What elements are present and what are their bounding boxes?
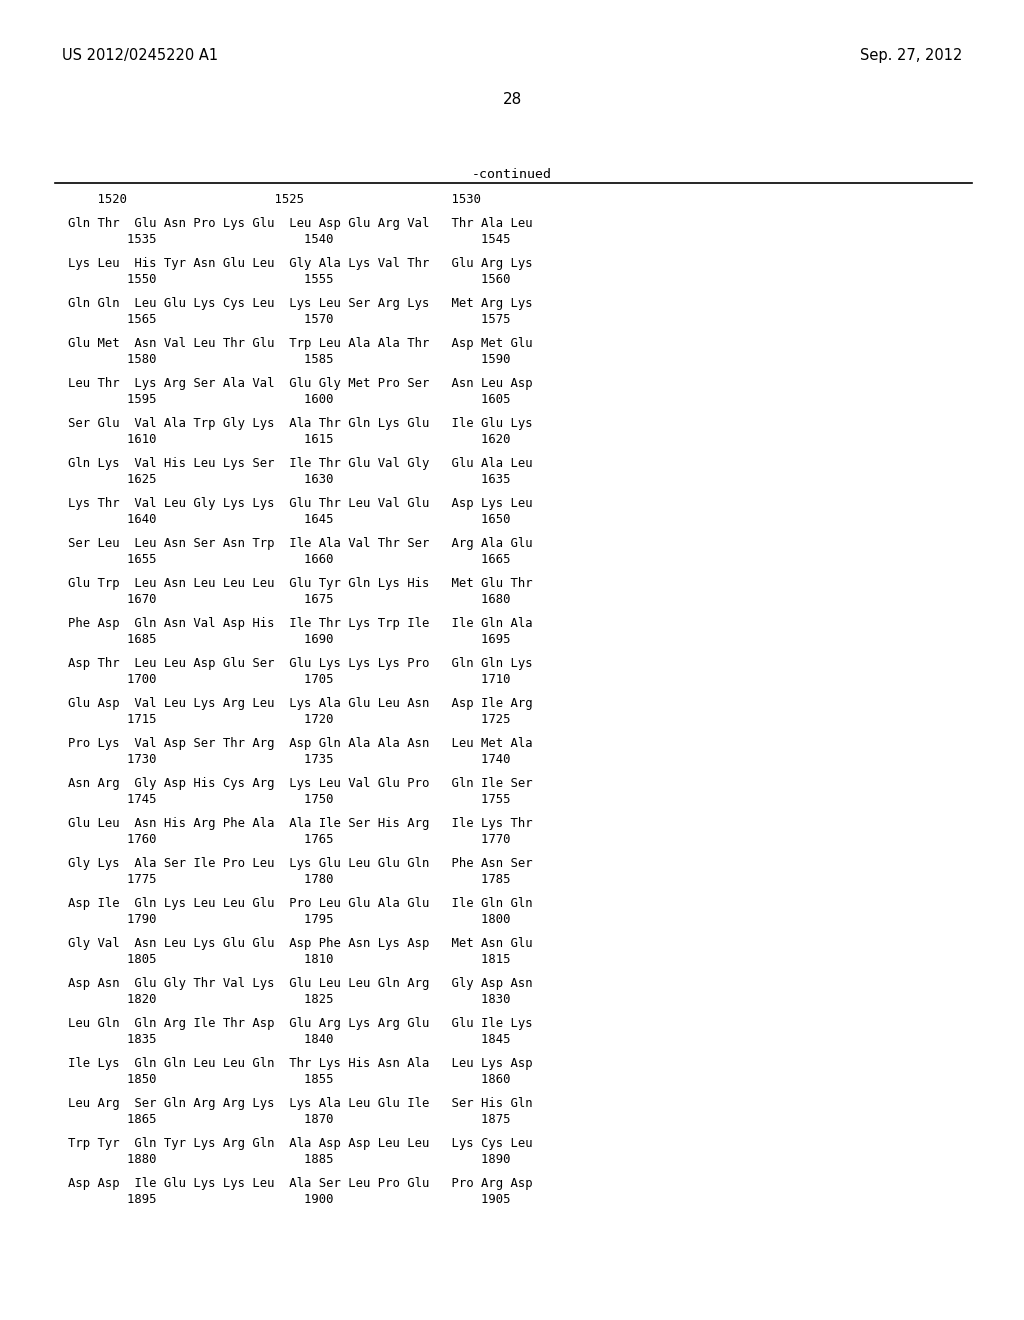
Text: Glu Met  Asn Val Leu Thr Glu  Trp Leu Ala Ala Thr   Asp Met Glu: Glu Met Asn Val Leu Thr Glu Trp Leu Ala … bbox=[68, 338, 532, 351]
Text: Trp Tyr  Gln Tyr Lys Arg Gln  Ala Asp Asp Leu Leu   Lys Cys Leu: Trp Tyr Gln Tyr Lys Arg Gln Ala Asp Asp … bbox=[68, 1138, 532, 1151]
Text: 1745                    1750                    1755: 1745 1750 1755 bbox=[68, 793, 511, 807]
Text: 1565                    1570                    1575: 1565 1570 1575 bbox=[68, 313, 511, 326]
Text: 1640                    1645                    1650: 1640 1645 1650 bbox=[68, 513, 511, 525]
Text: Leu Thr  Lys Arg Ser Ala Val  Glu Gly Met Pro Ser   Asn Leu Asp: Leu Thr Lys Arg Ser Ala Val Glu Gly Met … bbox=[68, 378, 532, 391]
Text: 1895                    1900                    1905: 1895 1900 1905 bbox=[68, 1193, 511, 1206]
Text: Leu Gln  Gln Arg Ile Thr Asp  Glu Arg Lys Arg Glu   Glu Ile Lys: Leu Gln Gln Arg Ile Thr Asp Glu Arg Lys … bbox=[68, 1018, 532, 1031]
Text: Phe Asp  Gln Asn Val Asp His  Ile Thr Lys Trp Ile   Ile Gln Ala: Phe Asp Gln Asn Val Asp His Ile Thr Lys … bbox=[68, 618, 532, 631]
Text: 1880                    1885                    1890: 1880 1885 1890 bbox=[68, 1152, 511, 1166]
Text: Sep. 27, 2012: Sep. 27, 2012 bbox=[859, 48, 962, 63]
Text: 1805                    1810                    1815: 1805 1810 1815 bbox=[68, 953, 511, 966]
Text: Ile Lys  Gln Gln Leu Leu Gln  Thr Lys His Asn Ala   Leu Lys Asp: Ile Lys Gln Gln Leu Leu Gln Thr Lys His … bbox=[68, 1057, 532, 1071]
Text: Lys Leu  His Tyr Asn Glu Leu  Gly Ala Lys Val Thr   Glu Arg Lys: Lys Leu His Tyr Asn Glu Leu Gly Ala Lys … bbox=[68, 257, 532, 271]
Text: 1715                    1720                    1725: 1715 1720 1725 bbox=[68, 713, 511, 726]
Text: Asp Asp  Ile Glu Lys Lys Leu  Ala Ser Leu Pro Glu   Pro Arg Asp: Asp Asp Ile Glu Lys Lys Leu Ala Ser Leu … bbox=[68, 1177, 532, 1191]
Text: 1865                    1870                    1875: 1865 1870 1875 bbox=[68, 1113, 511, 1126]
Text: Ser Glu  Val Ala Trp Gly Lys  Ala Thr Gln Lys Glu   Ile Glu Lys: Ser Glu Val Ala Trp Gly Lys Ala Thr Gln … bbox=[68, 417, 532, 430]
Text: 1730                    1735                    1740: 1730 1735 1740 bbox=[68, 752, 511, 766]
Text: Pro Lys  Val Asp Ser Thr Arg  Asp Gln Ala Ala Asn   Leu Met Ala: Pro Lys Val Asp Ser Thr Arg Asp Gln Ala … bbox=[68, 738, 532, 751]
Text: -continued: -continued bbox=[472, 168, 552, 181]
Text: 1850                    1855                    1860: 1850 1855 1860 bbox=[68, 1073, 511, 1086]
Text: 1790                    1795                    1800: 1790 1795 1800 bbox=[68, 913, 511, 927]
Text: 28: 28 bbox=[503, 92, 521, 107]
Text: 1670                    1675                    1680: 1670 1675 1680 bbox=[68, 593, 511, 606]
Text: Leu Arg  Ser Gln Arg Arg Lys  Lys Ala Leu Glu Ile   Ser His Gln: Leu Arg Ser Gln Arg Arg Lys Lys Ala Leu … bbox=[68, 1097, 532, 1110]
Text: Glu Trp  Leu Asn Leu Leu Leu  Glu Tyr Gln Lys His   Met Glu Thr: Glu Trp Leu Asn Leu Leu Leu Glu Tyr Gln … bbox=[68, 578, 532, 590]
Text: 1760                    1765                    1770: 1760 1765 1770 bbox=[68, 833, 511, 846]
Text: Ser Leu  Leu Asn Ser Asn Trp  Ile Ala Val Thr Ser   Arg Ala Glu: Ser Leu Leu Asn Ser Asn Trp Ile Ala Val … bbox=[68, 537, 532, 550]
Text: 1655                    1660                    1665: 1655 1660 1665 bbox=[68, 553, 511, 566]
Text: 1775                    1780                    1785: 1775 1780 1785 bbox=[68, 873, 511, 886]
Text: 1610                    1615                    1620: 1610 1615 1620 bbox=[68, 433, 511, 446]
Text: 1550                    1555                    1560: 1550 1555 1560 bbox=[68, 273, 511, 286]
Text: 1685                    1690                    1695: 1685 1690 1695 bbox=[68, 634, 511, 645]
Text: Gln Thr  Glu Asn Pro Lys Glu  Leu Asp Glu Arg Val   Thr Ala Leu: Gln Thr Glu Asn Pro Lys Glu Leu Asp Glu … bbox=[68, 218, 532, 231]
Text: Asn Arg  Gly Asp His Cys Arg  Lys Leu Val Glu Pro   Gln Ile Ser: Asn Arg Gly Asp His Cys Arg Lys Leu Val … bbox=[68, 777, 532, 791]
Text: US 2012/0245220 A1: US 2012/0245220 A1 bbox=[62, 48, 218, 63]
Text: Gly Val  Asn Leu Lys Glu Glu  Asp Phe Asn Lys Asp   Met Asn Glu: Gly Val Asn Leu Lys Glu Glu Asp Phe Asn … bbox=[68, 937, 532, 950]
Text: 1625                    1630                    1635: 1625 1630 1635 bbox=[68, 473, 511, 486]
Text: Glu Asp  Val Leu Lys Arg Leu  Lys Ala Glu Leu Asn   Asp Ile Arg: Glu Asp Val Leu Lys Arg Leu Lys Ala Glu … bbox=[68, 697, 532, 710]
Text: Gln Gln  Leu Glu Lys Cys Leu  Lys Leu Ser Arg Lys   Met Arg Lys: Gln Gln Leu Glu Lys Cys Leu Lys Leu Ser … bbox=[68, 297, 532, 310]
Text: Asp Asn  Glu Gly Thr Val Lys  Glu Leu Leu Gln Arg   Gly Asp Asn: Asp Asn Glu Gly Thr Val Lys Glu Leu Leu … bbox=[68, 978, 532, 990]
Text: 1580                    1585                    1590: 1580 1585 1590 bbox=[68, 352, 511, 366]
Text: 1520                    1525                    1530: 1520 1525 1530 bbox=[68, 193, 481, 206]
Text: Gly Lys  Ala Ser Ile Pro Leu  Lys Glu Leu Glu Gln   Phe Asn Ser: Gly Lys Ala Ser Ile Pro Leu Lys Glu Leu … bbox=[68, 858, 532, 870]
Text: Lys Thr  Val Leu Gly Lys Lys  Glu Thr Leu Val Glu   Asp Lys Leu: Lys Thr Val Leu Gly Lys Lys Glu Thr Leu … bbox=[68, 498, 532, 511]
Text: 1820                    1825                    1830: 1820 1825 1830 bbox=[68, 993, 511, 1006]
Text: 1595                    1600                    1605: 1595 1600 1605 bbox=[68, 393, 511, 407]
Text: 1700                    1705                    1710: 1700 1705 1710 bbox=[68, 673, 511, 686]
Text: 1535                    1540                    1545: 1535 1540 1545 bbox=[68, 234, 511, 246]
Text: 1835                    1840                    1845: 1835 1840 1845 bbox=[68, 1034, 511, 1045]
Text: Glu Leu  Asn His Arg Phe Ala  Ala Ile Ser His Arg   Ile Lys Thr: Glu Leu Asn His Arg Phe Ala Ala Ile Ser … bbox=[68, 817, 532, 830]
Text: Asp Ile  Gln Lys Leu Leu Glu  Pro Leu Glu Ala Glu   Ile Gln Gln: Asp Ile Gln Lys Leu Leu Glu Pro Leu Glu … bbox=[68, 898, 532, 911]
Text: Gln Lys  Val His Leu Lys Ser  Ile Thr Glu Val Gly   Glu Ala Leu: Gln Lys Val His Leu Lys Ser Ile Thr Glu … bbox=[68, 458, 532, 470]
Text: Asp Thr  Leu Leu Asp Glu Ser  Glu Lys Lys Lys Pro   Gln Gln Lys: Asp Thr Leu Leu Asp Glu Ser Glu Lys Lys … bbox=[68, 657, 532, 671]
